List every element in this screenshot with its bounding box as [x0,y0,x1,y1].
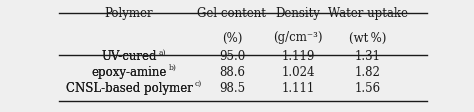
Text: (wt %): (wt %) [349,31,386,44]
Text: (%): (%) [222,31,242,44]
Text: epoxy-amine: epoxy-amine [91,66,167,79]
Text: a): a) [159,49,166,57]
Text: CNSL-based polymer: CNSL-based polymer [65,82,192,95]
Text: 1.111: 1.111 [282,82,315,95]
Text: 88.6: 88.6 [219,66,245,79]
Text: UV-cured: UV-cured [101,51,157,64]
Text: 1.56: 1.56 [355,82,381,95]
Text: Polymer: Polymer [105,7,154,20]
Text: b): b) [169,64,176,72]
Text: CNSL-based polymer: CNSL-based polymer [65,82,192,95]
Text: 1.119: 1.119 [282,51,315,64]
Text: Gel content: Gel content [198,7,266,20]
Text: 98.5: 98.5 [219,82,245,95]
Text: UV-cured: UV-cured [101,51,157,64]
Text: 95.0: 95.0 [219,51,245,64]
Text: Water uptake: Water uptake [328,7,408,20]
Text: 1.82: 1.82 [355,66,381,79]
Text: 1.31: 1.31 [355,51,381,64]
Text: (g/cm⁻³): (g/cm⁻³) [273,31,323,44]
Text: epoxy-amine: epoxy-amine [91,66,167,79]
Text: 1.024: 1.024 [281,66,315,79]
Text: Density: Density [275,7,320,20]
Text: c): c) [194,80,201,88]
